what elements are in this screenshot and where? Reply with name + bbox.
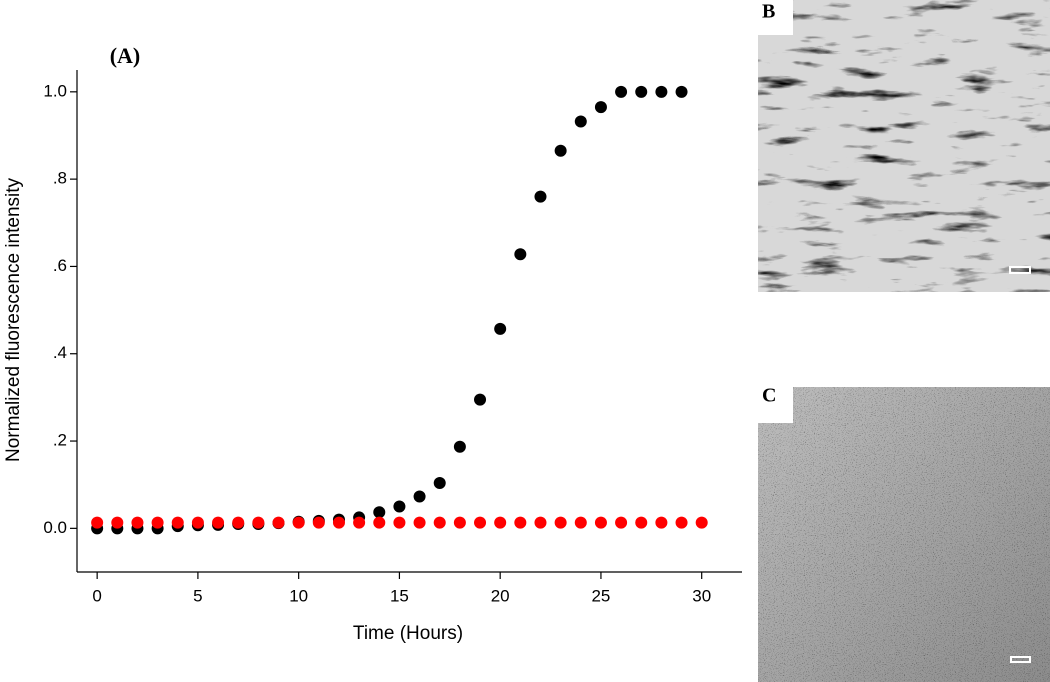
data-point — [232, 516, 245, 529]
data-point — [111, 516, 124, 529]
data-point — [151, 516, 164, 529]
data-point — [514, 516, 527, 529]
data-point — [393, 500, 406, 513]
data-point — [534, 190, 547, 203]
data-point — [594, 101, 607, 114]
data-point — [332, 516, 345, 529]
data-point — [252, 516, 265, 529]
y-tick-label: .4 — [53, 343, 67, 362]
data-point — [675, 516, 688, 529]
x-tick-label: 0 — [92, 586, 101, 605]
data-point — [433, 516, 446, 529]
x-tick-label: 5 — [193, 586, 202, 605]
scale-bar — [1009, 266, 1031, 274]
data-point — [574, 516, 587, 529]
x-tick-label: 10 — [289, 586, 308, 605]
y-tick-label: 0.0 — [43, 518, 67, 537]
micrograph-c: C — [758, 385, 1050, 682]
data-point — [191, 516, 204, 529]
data-point — [675, 85, 688, 98]
data-point — [453, 516, 466, 529]
x-tick-label: 30 — [692, 586, 711, 605]
data-point — [514, 248, 527, 261]
data-point — [373, 506, 386, 519]
panel-label: (A) — [110, 43, 141, 68]
data-point — [635, 85, 648, 98]
data-point — [594, 516, 607, 529]
data-point — [453, 440, 466, 453]
data-point — [494, 516, 507, 529]
y-tick-label: 1.0 — [43, 81, 67, 100]
data-point — [474, 516, 487, 529]
data-point — [554, 144, 567, 157]
x-tick-label: 25 — [591, 586, 610, 605]
data-point — [655, 85, 668, 98]
data-point — [373, 516, 386, 529]
x-tick-label: 20 — [491, 586, 510, 605]
data-point — [312, 516, 325, 529]
data-point — [433, 476, 446, 489]
label-box — [758, 387, 793, 423]
data-point — [91, 516, 104, 529]
x-axis-title: Time (Hours) — [353, 623, 463, 644]
fiber-texture — [758, 0, 1050, 292]
data-point — [292, 516, 305, 529]
y-axis-title: Normalized fluorescence intensity — [3, 177, 24, 462]
data-point — [393, 516, 406, 529]
data-point — [413, 490, 426, 503]
x-tick-label: 15 — [390, 586, 409, 605]
grain-texture — [758, 387, 1050, 682]
data-point — [534, 516, 547, 529]
data-point — [554, 516, 567, 529]
data-point — [494, 322, 507, 335]
data-point — [695, 516, 708, 529]
data-point — [635, 516, 648, 529]
micrograph-b: B — [758, 0, 1050, 292]
data-point — [171, 516, 184, 529]
y-tick-label: .6 — [53, 256, 67, 275]
data-point — [474, 393, 487, 406]
y-tick-label: .8 — [53, 169, 67, 188]
data-point — [655, 516, 668, 529]
label-box — [758, 0, 793, 35]
data-point — [615, 85, 628, 98]
panel-label: C — [762, 385, 776, 407]
data-point — [131, 516, 144, 529]
data-point — [353, 516, 366, 529]
data-point — [272, 516, 285, 529]
panel-label: B — [762, 1, 775, 23]
data-point — [413, 516, 426, 529]
data-point — [574, 115, 587, 128]
y-tick-label: .2 — [53, 431, 67, 450]
data-point — [615, 516, 628, 529]
data-point — [212, 516, 225, 529]
scale-bar — [1010, 656, 1031, 663]
